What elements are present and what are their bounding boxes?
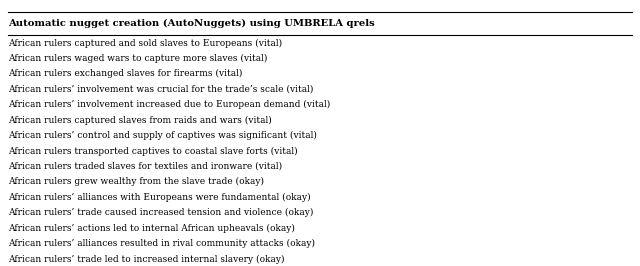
Text: African rulers grew wealthy from the slave trade (okay): African rulers grew wealthy from the sla… [8,177,264,186]
Text: African rulers’ trade led to increased internal slavery (okay): African rulers’ trade led to increased i… [8,255,284,264]
Text: African rulers captured slaves from raids and wars (vital): African rulers captured slaves from raid… [8,116,271,125]
Text: African rulers’ involvement was crucial for the trade’s scale (vital): African rulers’ involvement was crucial … [8,85,313,94]
Text: African rulers traded slaves for textiles and ironware (vital): African rulers traded slaves for textile… [8,162,282,171]
Text: African rulers waged wars to capture more slaves (vital): African rulers waged wars to capture mor… [8,54,267,63]
Text: African rulers’ alliances resulted in rival community attacks (okay): African rulers’ alliances resulted in ri… [8,239,315,248]
Text: African rulers’ trade caused increased tension and violence (okay): African rulers’ trade caused increased t… [8,208,313,217]
Text: African rulers’ alliances with Europeans were fundamental (okay): African rulers’ alliances with Europeans… [8,193,310,202]
Text: African rulers captured and sold slaves to Europeans (vital): African rulers captured and sold slaves … [8,39,282,48]
Text: African rulers exchanged slaves for firearms (vital): African rulers exchanged slaves for fire… [8,69,242,78]
Text: African rulers transported captives to coastal slave forts (vital): African rulers transported captives to c… [8,147,298,156]
Text: African rulers’ control and supply of captives was significant (vital): African rulers’ control and supply of ca… [8,131,317,140]
Text: Automatic nugget creation (AutoNuggets) using UMBRELA qrels: Automatic nugget creation (AutoNuggets) … [8,19,374,28]
Text: African rulers’ involvement increased due to European demand (vital): African rulers’ involvement increased du… [8,100,330,109]
Text: African rulers’ actions led to internal African upheavals (okay): African rulers’ actions led to internal … [8,224,294,233]
